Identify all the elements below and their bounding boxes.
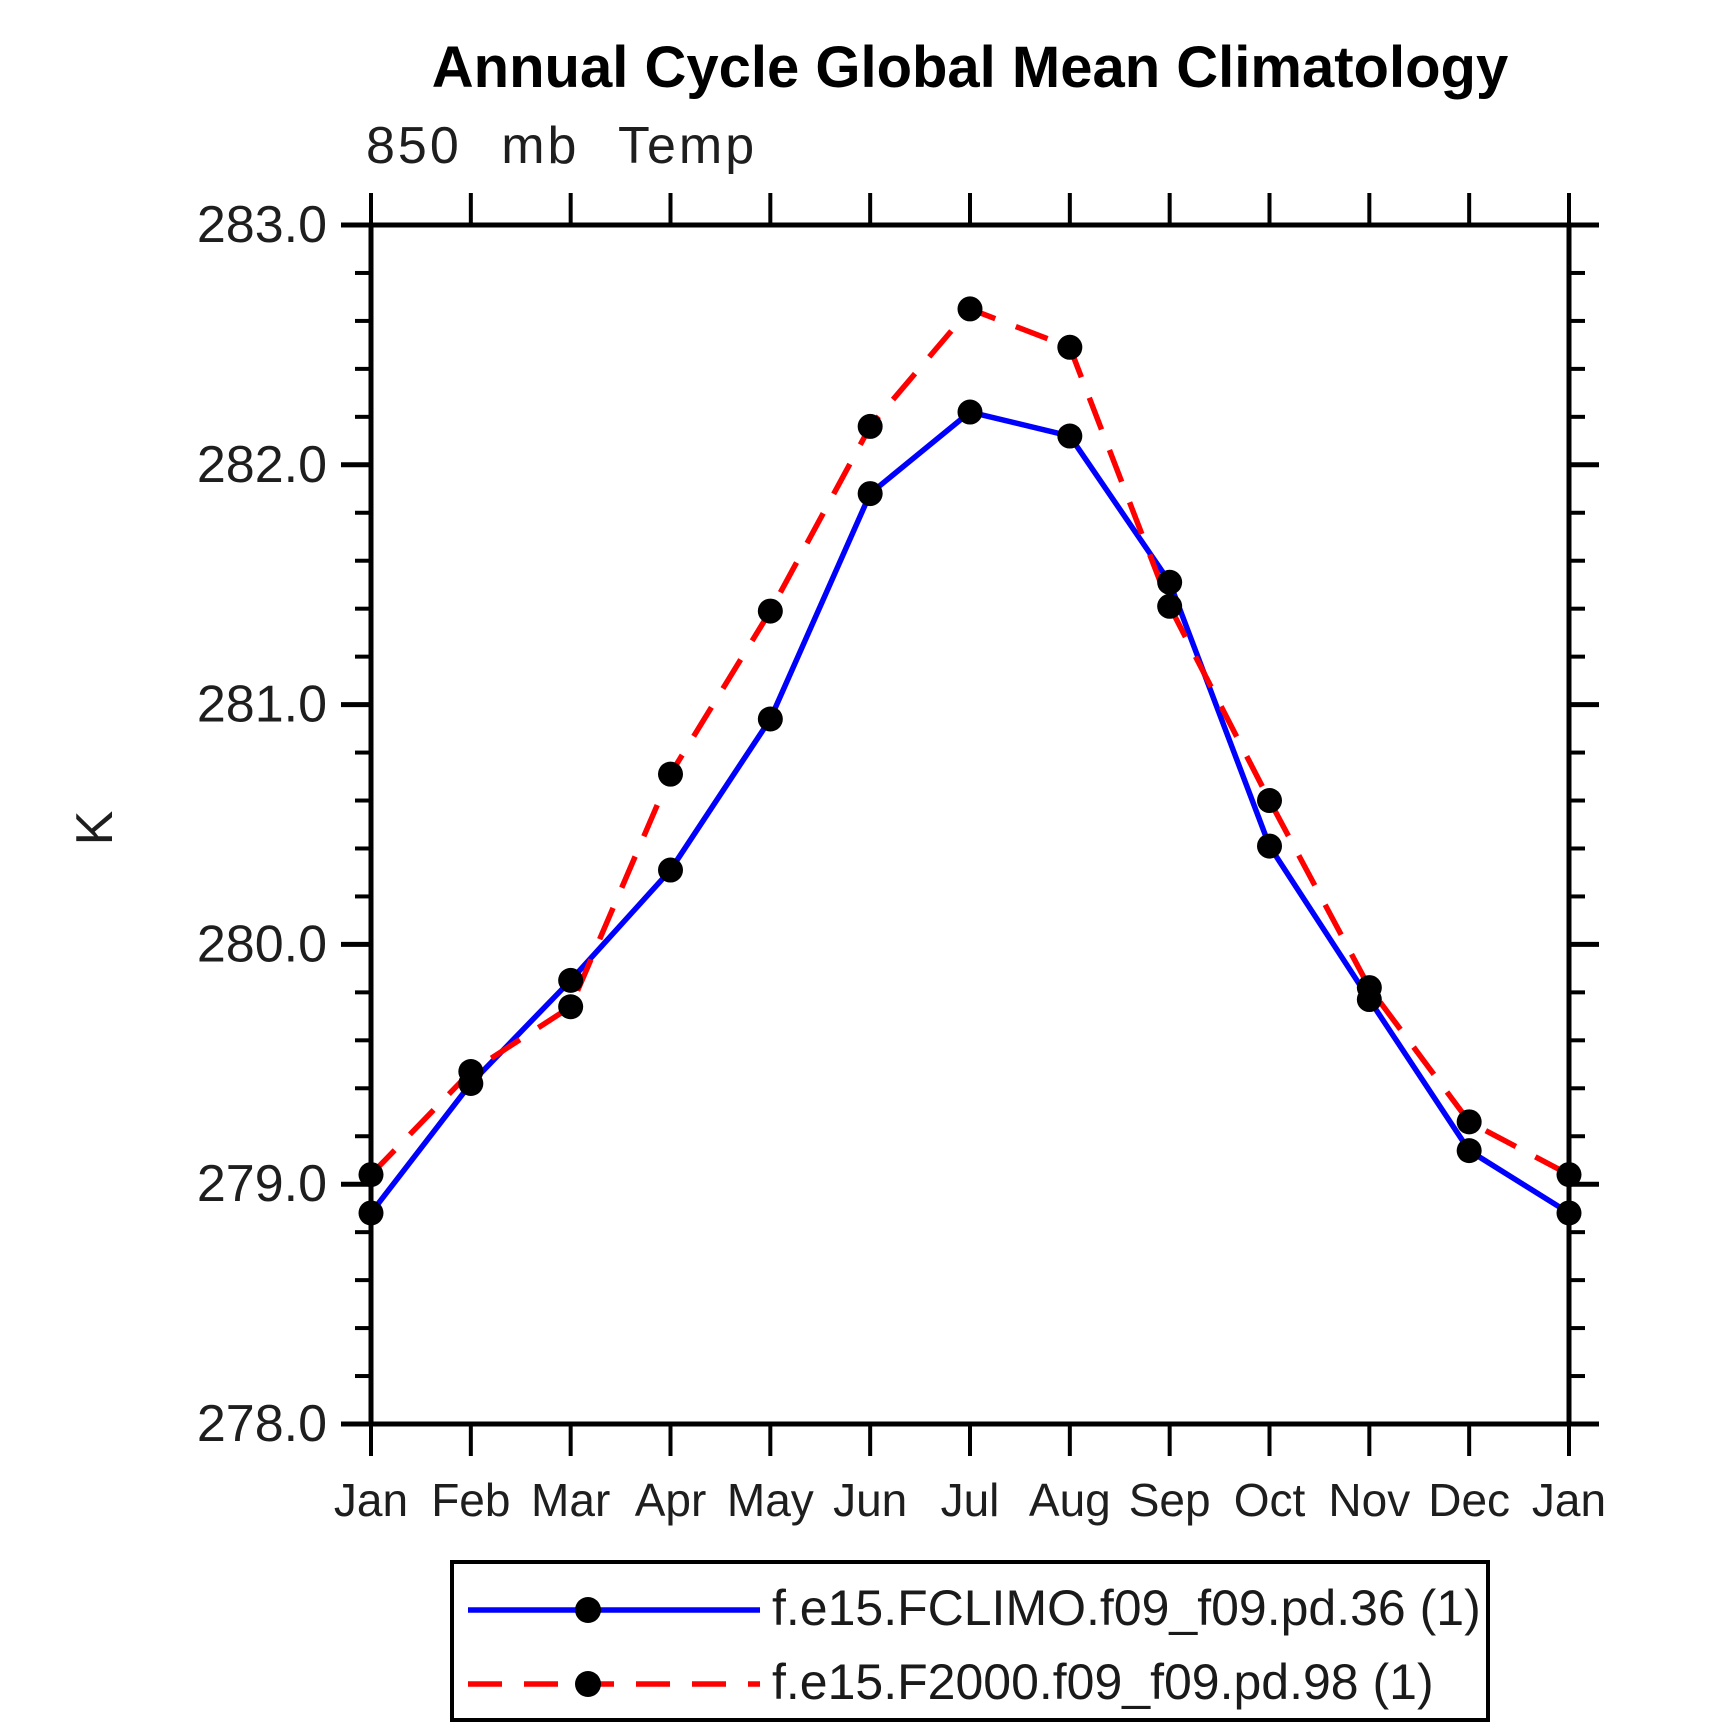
data-point-marker bbox=[1456, 1109, 1482, 1135]
legend: f.e15.FCLIMO.f09_f09.pd.36 (1) f.e15.F20… bbox=[450, 1560, 1490, 1722]
x-tick-label: May bbox=[727, 1474, 814, 1526]
x-tick-label: Apr bbox=[635, 1474, 707, 1526]
data-point-marker bbox=[558, 967, 584, 993]
y-tick-label: 278.0 bbox=[197, 1395, 327, 1453]
x-tick-label: Jul bbox=[941, 1474, 1000, 1526]
data-point-marker bbox=[1257, 788, 1282, 814]
legend-sample-marker-0 bbox=[575, 1597, 601, 1623]
data-point-marker bbox=[458, 1058, 484, 1084]
y-tick-label: 281.0 bbox=[197, 676, 327, 734]
data-point-marker bbox=[1356, 975, 1382, 1001]
data-point-marker bbox=[1057, 423, 1083, 449]
data-point-marker bbox=[658, 761, 683, 787]
data-point-marker bbox=[757, 598, 783, 624]
data-point-marker bbox=[658, 857, 683, 883]
x-tick-label: Nov bbox=[1328, 1474, 1410, 1526]
data-point-marker bbox=[757, 706, 783, 732]
data-point-marker bbox=[1556, 1162, 1582, 1188]
data-point-marker bbox=[358, 1200, 384, 1226]
data-point-marker bbox=[957, 296, 983, 322]
legend-line-samples bbox=[468, 1597, 760, 1697]
data-point-marker bbox=[1157, 593, 1183, 619]
data-point-marker bbox=[1456, 1138, 1482, 1164]
y-tick-label: 283.0 bbox=[197, 196, 327, 254]
series-line-0 bbox=[368, 409, 1571, 1216]
y-tick-label: 282.0 bbox=[197, 436, 327, 494]
data-point-marker bbox=[857, 413, 883, 439]
x-tick-label: Mar bbox=[531, 1474, 610, 1526]
data-point-marker bbox=[1057, 334, 1083, 360]
y-tick-label: 279.0 bbox=[197, 1155, 327, 1213]
x-tick-label: Aug bbox=[1029, 1474, 1111, 1526]
x-tick-label: Oct bbox=[1234, 1474, 1306, 1526]
legend-label-f2000: f.e15.F2000.f09_f09.pd.98 (1) bbox=[772, 1654, 1434, 1710]
data-point-marker bbox=[558, 994, 584, 1020]
chart-title: Annual Cycle Global Mean Climatology bbox=[431, 35, 1509, 100]
series-line-1 bbox=[369, 306, 1571, 1178]
data-point-marker bbox=[1157, 569, 1183, 595]
data-point-marker bbox=[957, 399, 983, 425]
x-tick-label: Feb bbox=[431, 1474, 510, 1526]
legend-label-fclimo: f.e15.FCLIMO.f09_f09.pd.36 (1) bbox=[772, 1580, 1481, 1636]
legend-sample-marker-1 bbox=[575, 1671, 601, 1697]
y-tick-label: 280.0 bbox=[197, 915, 327, 973]
data-point-marker bbox=[1556, 1200, 1582, 1226]
x-tick-label: Jun bbox=[833, 1474, 907, 1526]
data-point-marker bbox=[1257, 833, 1282, 859]
x-tick-label: Dec bbox=[1428, 1474, 1510, 1526]
x-tick-label: Sep bbox=[1129, 1474, 1211, 1526]
data-point-marker bbox=[358, 1162, 384, 1188]
y-axis-title: K bbox=[66, 810, 124, 845]
chart-subtitle: 850 mb Temp bbox=[366, 117, 758, 175]
x-tick-label: Jan bbox=[1532, 1474, 1606, 1526]
data-point-marker bbox=[857, 481, 883, 507]
x-tick-label: Jan bbox=[334, 1474, 408, 1526]
